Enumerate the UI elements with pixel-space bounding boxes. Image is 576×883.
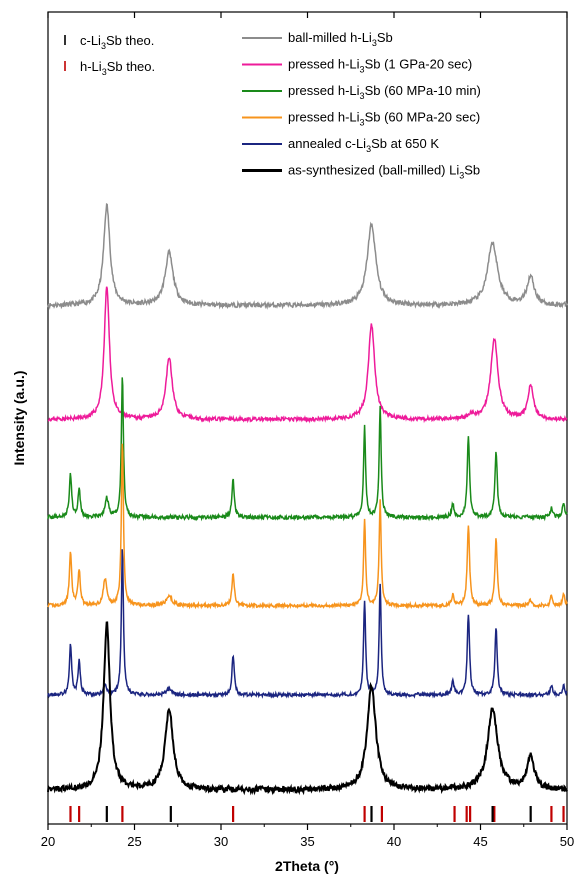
legend-label-1: ball-milled h-Li3Sb (288, 30, 393, 48)
reference-tick-layer (69, 806, 565, 822)
series-layer (47, 203, 568, 796)
legend-label-left-2: h-Li3Sb theo. (80, 59, 155, 77)
x-tick-label-20: 20 (41, 834, 55, 849)
legend-label-5: annealed c-Li3Sb at 650 K (288, 136, 439, 154)
series-line-4 (47, 443, 568, 610)
legend: c-Li3Sb theo. h-Li3Sb theo. ball-milled h-… (64, 30, 481, 181)
x-axis: 20 25 30 35 40 45 50 (41, 12, 574, 849)
x-tick-label-45: 45 (473, 834, 487, 849)
series-line-2 (47, 286, 568, 424)
x-tick-label-40: 40 (387, 834, 401, 849)
series-line-3 (47, 377, 568, 522)
plot-frame (47, 11, 568, 825)
legend-label-left-1: c-Li3Sb theo. (80, 33, 154, 51)
series-line-5 (47, 549, 568, 699)
legend-label-6: as-synthesized (ball-milled) Li3Sb (288, 163, 480, 181)
y-axis-label: Intensity (a.u.) (11, 371, 27, 466)
x-tick-label-30: 30 (214, 834, 228, 849)
legend-label-4: pressed h-Li3Sb (60 MPa-20 sec) (288, 110, 480, 128)
series-line-6 (47, 621, 568, 796)
legend-label-3: pressed h-Li3Sb (60 MPa-10 min) (288, 83, 481, 101)
legend-label-2: pressed h-Li3Sb (1 GPa-20 sec) (288, 57, 472, 75)
x-tick-label-50: 50 (560, 834, 574, 849)
x-tick-label-35: 35 (300, 834, 314, 849)
x-tick-label-25: 25 (127, 834, 141, 849)
series-line-1 (47, 203, 568, 310)
x-axis-label: 2Theta (°) (275, 858, 339, 874)
